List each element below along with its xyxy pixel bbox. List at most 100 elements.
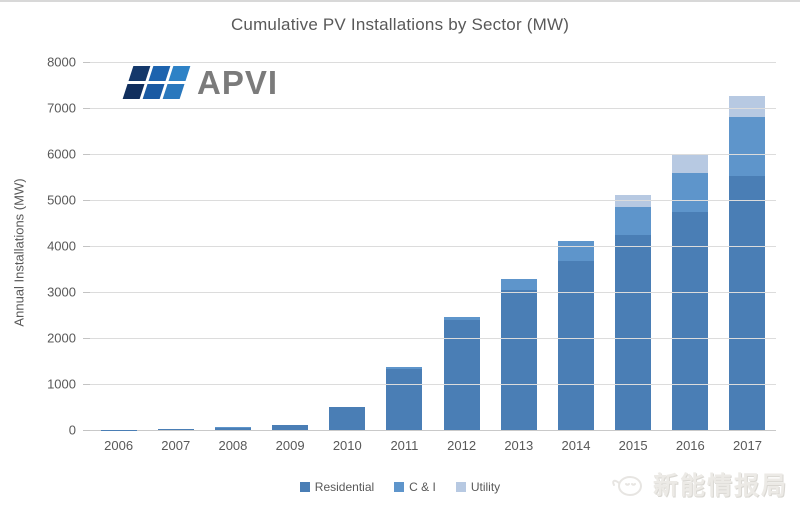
legend-swatch-icon [394,482,405,492]
bar-segment-residential-2017 [729,176,766,430]
bar-segment-utility-2014 [557,240,594,242]
x-tick-label: 2010 [332,438,362,453]
bar-segment-ci-2016 [672,172,709,213]
stacked-bar-2008 [214,427,251,430]
legend-item-ci: C & I [394,480,436,494]
y-tick-mark [83,62,90,63]
bar-segment-utility-2017 [729,95,766,117]
y-tick-mark [83,200,90,201]
gridline [90,108,776,109]
bar-segment-ci-2014 [557,241,594,262]
legend-label: Residential [314,480,375,494]
y-tick-label: 0 [68,422,76,438]
x-tick-label: 2015 [618,438,648,453]
y-tick-label: 6000 [47,146,76,162]
x-axis: 2006 2007 2008 2009 2010 2011 2012 2013 2014 2015… [90,438,776,453]
bar-column-2013 [490,62,547,430]
bar-segment-residential-2010 [329,407,366,430]
bar-segment-residential-2012 [443,320,480,430]
legend-swatch-icon [455,482,466,492]
apvi-logo: APVI [122,66,278,99]
bar-segment-residential-2013 [500,289,537,430]
solar-panel-cell [128,66,151,81]
bar-segment-residential-2009 [272,424,309,430]
stacked-bar-2015 [615,194,652,430]
y-tick-mark [83,246,90,247]
y-tick-label: 5000 [47,192,76,208]
bar-segment-ci-2011 [386,366,423,370]
stacked-bar-2012 [443,317,480,430]
legend-item-residential: Residential [299,480,375,494]
stacked-bar-2016 [672,154,709,430]
solar-panel-cell [168,66,191,81]
stacked-bar-2017 [729,95,766,430]
legend-item-utility: Utility [455,480,501,494]
x-tick-label: 2007 [161,438,191,453]
bar-segment-ci-2017 [729,116,766,177]
y-tick-label: 7000 [47,100,76,116]
apvi-logo-text: APVI [197,64,279,101]
bar-column-2010 [319,62,376,430]
solar-panel-cell [162,84,185,99]
watermark-text: 新能情报局 [652,472,788,500]
bar-column-2011 [376,62,433,430]
stacked-bar-2013 [500,278,537,430]
y-tick-mark [83,108,90,109]
x-tick-label: 2014 [561,438,591,453]
bar-column-2006 [90,62,147,430]
bar-segment-residential-2015 [615,235,652,430]
chart-legend: Residential C & I Utility [0,480,800,494]
bar-column-2009 [262,62,319,430]
stacked-bar-2014 [557,240,594,430]
bar-segment-residential-2016 [672,212,709,430]
x-tick-label: 2009 [275,438,305,453]
bars-container [90,62,776,430]
bar-segment-ci-2012 [443,317,480,321]
bar-column-2017 [719,62,776,430]
solar-panel-cell [148,66,171,81]
x-tick-label: 2008 [218,438,248,453]
x-tick-label: 2013 [504,438,534,453]
bar-column-2014 [547,62,604,430]
x-tick-label: 2012 [447,438,477,453]
y-tick-label: 3000 [47,284,76,300]
bar-column-2016 [662,62,719,430]
stacked-bar-2009 [272,424,309,430]
legend-label: C & I [409,480,436,494]
solar-panel-grid-icon [122,66,191,99]
x-tick-label: 2016 [675,438,705,453]
bar-segment-residential-2011 [386,369,423,430]
y-tick-label: 2000 [47,330,76,346]
legend-swatch-icon [299,482,310,492]
x-tick-label: 2017 [733,438,762,453]
bar-column-2007 [147,62,204,430]
bar-segment-residential-2007 [157,429,194,430]
x-tick-label: 2006 [104,438,134,453]
bar-segment-utility-2016 [672,154,709,173]
gridline [90,292,776,293]
watermark: 新能情报局 [609,466,788,502]
bar-segment-residential-2014 [557,261,594,430]
y-tick-label: 8000 [47,54,76,70]
legend-label: Utility [470,480,501,494]
gridline [90,62,776,63]
gridline [90,384,776,385]
y-tick-mark [83,154,90,155]
doodle-animal-icon [612,476,642,496]
y-tick-label: 4000 [47,238,76,254]
y-tick-mark [83,292,90,293]
stacked-bar-2010 [329,407,366,430]
bar-segment-ci-2013 [500,279,537,290]
plot-area [90,62,776,431]
stacked-bar-2011 [386,366,423,430]
y-tick-label: 1000 [47,376,76,392]
y-tick-mark [83,338,90,339]
bar-segment-ci-2015 [615,206,652,236]
gridline [90,154,776,155]
y-axis: 0 1000 2000 3000 4000 5000 6000 7000 8000 [0,55,90,438]
gridline [90,338,776,339]
stacked-bar-2007 [157,429,194,430]
solar-panel-cell [142,84,165,99]
gridline [90,246,776,247]
bar-segment-residential-2008 [214,427,251,430]
